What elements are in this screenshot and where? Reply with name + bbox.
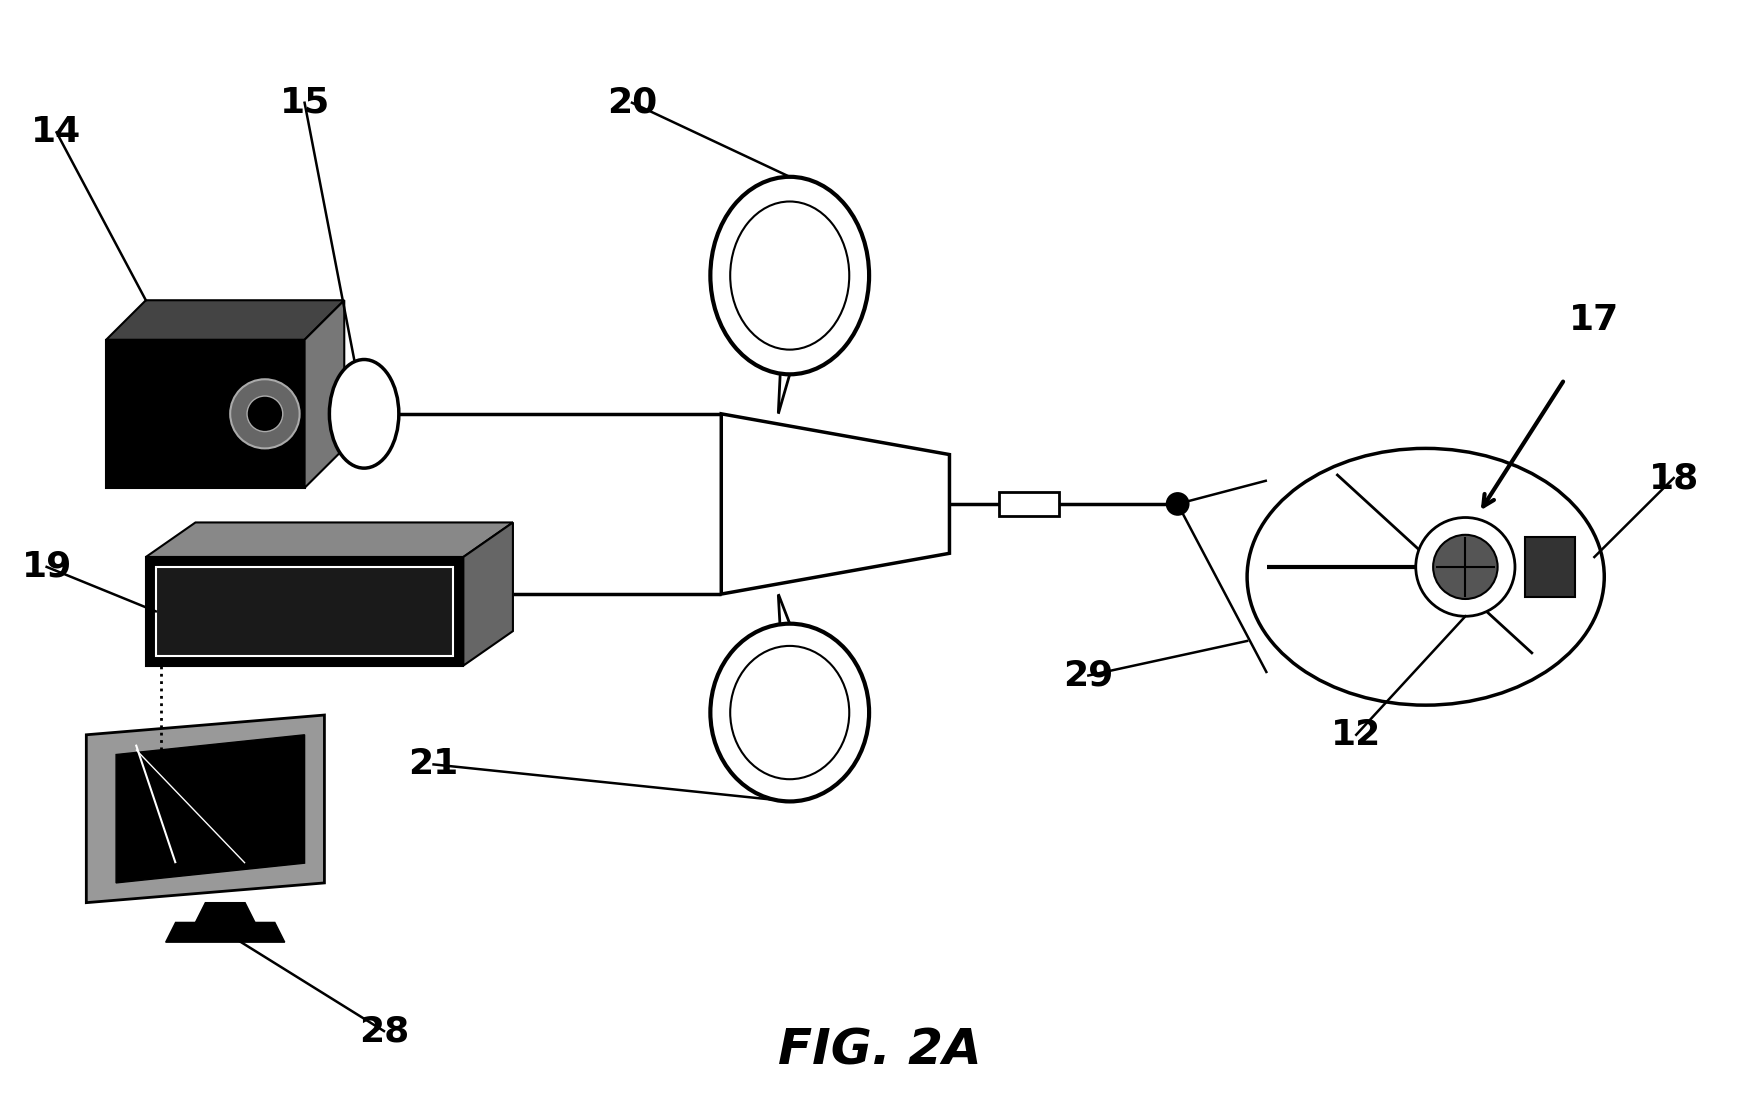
Polygon shape <box>86 715 325 903</box>
Ellipse shape <box>730 201 848 350</box>
Polygon shape <box>155 567 453 656</box>
Ellipse shape <box>330 360 399 468</box>
Polygon shape <box>146 557 464 666</box>
Text: 28: 28 <box>358 1014 409 1048</box>
Text: FIG. 2A: FIG. 2A <box>778 1027 983 1075</box>
Ellipse shape <box>711 623 870 801</box>
Text: 20: 20 <box>607 86 658 120</box>
Text: 18: 18 <box>1649 461 1699 495</box>
Polygon shape <box>116 735 305 882</box>
Text: 19: 19 <box>21 550 72 584</box>
Polygon shape <box>998 491 1058 516</box>
Circle shape <box>1166 493 1189 516</box>
Polygon shape <box>146 523 513 557</box>
Polygon shape <box>106 300 344 340</box>
Text: 29: 29 <box>1064 659 1113 693</box>
Ellipse shape <box>730 646 848 780</box>
Circle shape <box>1432 535 1498 599</box>
Circle shape <box>1416 517 1515 617</box>
Polygon shape <box>305 300 344 488</box>
Ellipse shape <box>1247 448 1603 705</box>
Polygon shape <box>196 903 256 923</box>
Ellipse shape <box>711 176 870 374</box>
Circle shape <box>229 380 300 448</box>
Circle shape <box>247 397 282 431</box>
Text: 14: 14 <box>32 115 81 150</box>
Text: 17: 17 <box>1570 303 1619 337</box>
Text: 21: 21 <box>409 747 459 782</box>
Polygon shape <box>106 340 305 488</box>
Polygon shape <box>464 523 513 666</box>
Polygon shape <box>166 923 284 942</box>
Polygon shape <box>721 413 949 594</box>
Text: 15: 15 <box>279 86 330 120</box>
Text: 12: 12 <box>1332 718 1381 752</box>
Polygon shape <box>1524 537 1575 596</box>
